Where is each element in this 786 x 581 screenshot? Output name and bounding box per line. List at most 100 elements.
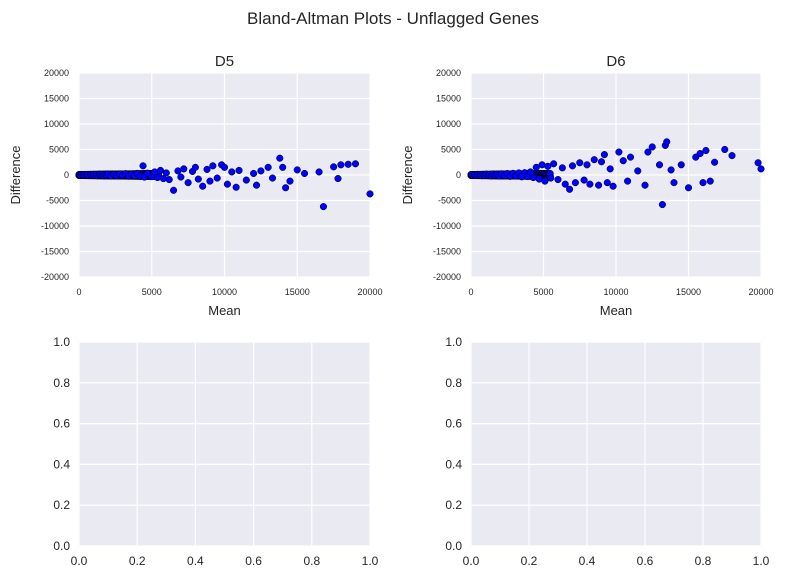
- y-tick-label: 0: [64, 170, 69, 180]
- y-axis-label: Difference: [400, 145, 415, 204]
- data-point: [568, 162, 577, 170]
- data-point: [541, 177, 549, 185]
- data-point: [711, 158, 719, 166]
- x-tick-label: 0: [468, 287, 473, 297]
- x-tick-label: 5000: [533, 287, 553, 297]
- data-point: [754, 159, 762, 167]
- x-tick-label: 1.0: [753, 554, 770, 568]
- data-point: [293, 166, 301, 174]
- data-point: [624, 177, 632, 185]
- subplot-2: 0 5000 10000 15000 20000 20000 15000 10000 5000 0…: [400, 53, 774, 318]
- data-point: [526, 168, 535, 176]
- data-point: [199, 182, 207, 190]
- subplot-4: 0.0 0.2 0.4 0.6 0.8 1.0 1.0 0.8 0.6 0.4 0.2 0.0: [445, 335, 769, 568]
- data-point: [242, 176, 250, 184]
- data-point: [670, 179, 678, 187]
- data-point: [603, 179, 611, 187]
- data-point: [232, 183, 240, 191]
- y-tick-label: 0.0: [445, 539, 462, 553]
- data-point: [250, 169, 258, 178]
- x-tick-label: 20000: [357, 287, 382, 297]
- data-point: [547, 174, 555, 182]
- data-point: [180, 165, 188, 173]
- data-point: [194, 175, 202, 183]
- data-point: [706, 177, 714, 185]
- x-tick-label: 0.6: [245, 554, 262, 568]
- subplot-3: 0.0 0.2 0.4 0.6 0.8 1.0 1.0 0.8 0.6 0.4 0.2 0.0: [53, 335, 378, 568]
- y-tick-label: -5000: [46, 196, 69, 206]
- data-point: [544, 162, 552, 170]
- plot-area: [471, 342, 761, 546]
- y-tick-label: 0.6: [53, 417, 70, 431]
- data-point: [264, 163, 272, 171]
- data-point: [702, 146, 710, 155]
- y-tick-label: -15000: [433, 247, 461, 257]
- y-tick-label: 0.2: [53, 498, 70, 512]
- x-tick-label: 15000: [285, 287, 310, 297]
- x-tick-label: 0.0: [71, 554, 88, 568]
- y-axis-label: Difference: [8, 145, 23, 204]
- plot-area: [79, 342, 370, 546]
- x-tick-label: 10000: [212, 287, 237, 297]
- data-point: [571, 179, 579, 187]
- y-tick-label: 10000: [436, 119, 461, 129]
- data-point: [235, 166, 243, 174]
- data-point: [558, 164, 566, 172]
- data-point: [609, 182, 617, 190]
- data-point: [550, 160, 558, 168]
- data-point: [728, 152, 736, 160]
- data-point: [170, 186, 178, 194]
- data-point: [300, 169, 309, 178]
- x-tick-label: 0: [76, 287, 81, 297]
- data-point: [286, 177, 294, 185]
- data-point: [203, 165, 211, 173]
- subplot-1: 0 5000 10000 15000 20000 20000 15000 10000 5000 0…: [8, 53, 383, 318]
- data-point: [228, 168, 236, 176]
- y-tick-label: -5000: [438, 196, 461, 206]
- y-tick-label: 0.0: [53, 539, 70, 553]
- data-point: [757, 165, 765, 173]
- data-point: [330, 163, 338, 171]
- x-tick-label: 0.2: [129, 554, 146, 568]
- y-tick-label: 0.2: [445, 498, 462, 512]
- data-point: [319, 203, 327, 211]
- data-point: [600, 151, 608, 159]
- data-point: [615, 148, 623, 156]
- data-point: [282, 184, 290, 192]
- data-point: [220, 163, 229, 171]
- data-point: [209, 162, 217, 170]
- x-tick-label: 0.0: [463, 554, 480, 568]
- data-point: [641, 181, 649, 189]
- data-point: [213, 174, 221, 182]
- y-tick-label: 5000: [441, 145, 461, 155]
- figure-title: Bland-Altman Plots - Unflagged Genes: [247, 9, 539, 28]
- data-point: [252, 181, 261, 189]
- x-tick-label: 0.4: [579, 554, 596, 568]
- x-tick-label: 20000: [748, 287, 773, 297]
- y-tick-label: -10000: [41, 221, 69, 231]
- y-tick-label: 10000: [44, 119, 69, 129]
- data-point: [177, 173, 185, 181]
- x-tick-label: 0.2: [521, 554, 538, 568]
- data-point: [139, 162, 147, 170]
- y-tick-label: 0.8: [445, 376, 462, 390]
- data-point: [257, 167, 265, 175]
- data-point: [206, 177, 214, 185]
- data-point: [154, 174, 162, 182]
- data-point: [696, 150, 704, 158]
- y-tick-label: 0.4: [53, 457, 70, 471]
- data-point: [658, 201, 666, 209]
- data-point: [165, 176, 173, 184]
- x-tick-label: 0.8: [303, 554, 320, 568]
- y-tick-label: 0: [456, 170, 461, 180]
- data-point: [699, 179, 707, 187]
- y-tick-label: -20000: [41, 272, 69, 282]
- data-point: [191, 163, 199, 171]
- data-point: [583, 161, 591, 169]
- y-tick-label: 20000: [436, 68, 461, 78]
- data-point: [667, 166, 675, 174]
- subplot-title: D6: [606, 53, 625, 70]
- subplot-title: D5: [215, 53, 234, 70]
- data-point: [561, 180, 569, 188]
- x-tick-label: 1.0: [362, 554, 379, 568]
